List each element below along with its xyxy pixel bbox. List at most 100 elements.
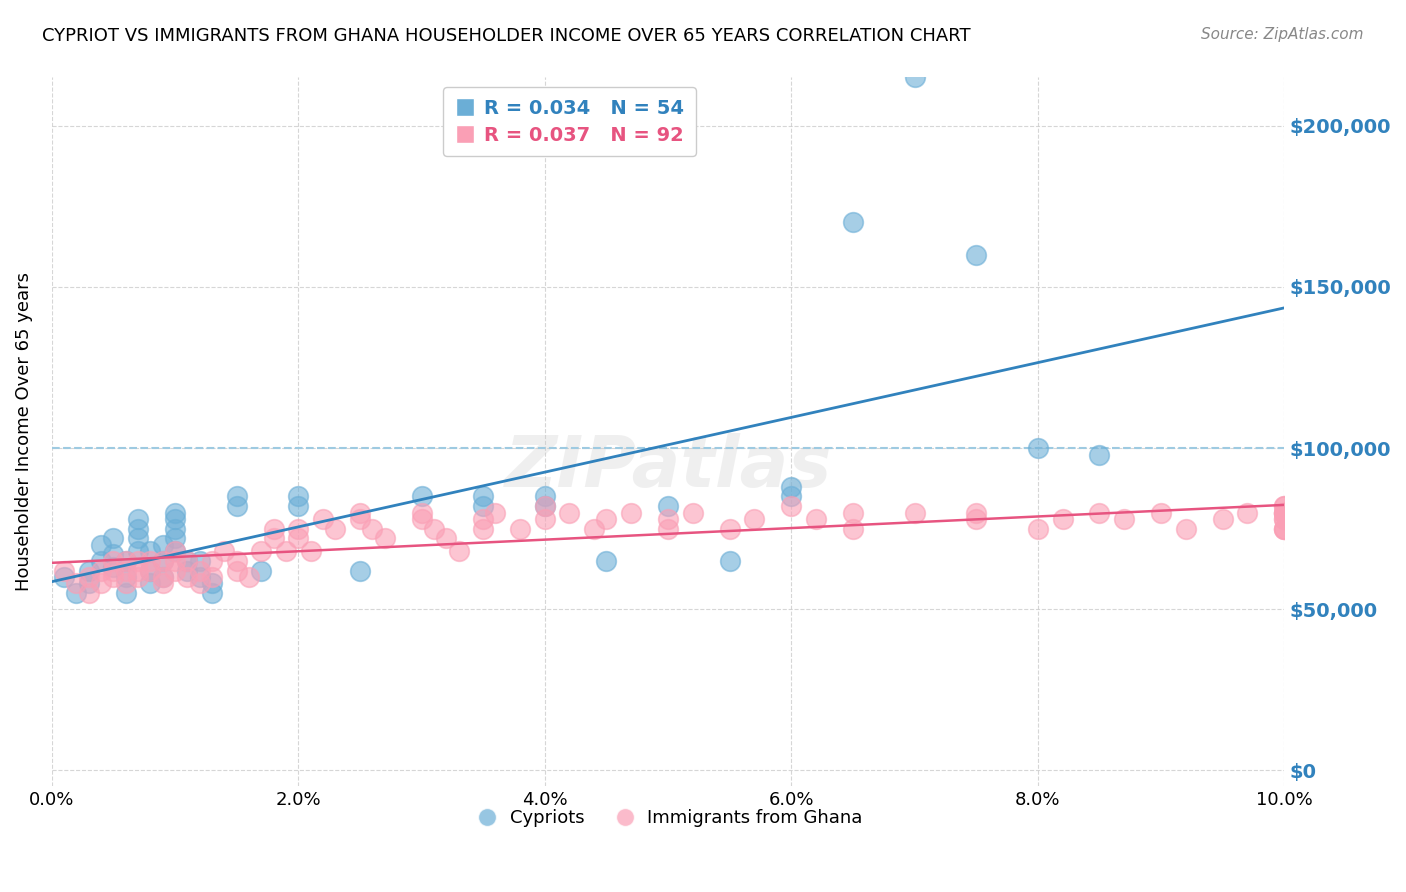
Cypriots bbox=[1088, 448, 1111, 462]
Immigrants from Ghana bbox=[90, 564, 112, 578]
Immigrants from Ghana bbox=[411, 506, 433, 520]
Cypriots bbox=[1026, 441, 1049, 455]
Immigrants from Ghana bbox=[620, 506, 643, 520]
Cypriots bbox=[718, 554, 741, 568]
Immigrants from Ghana bbox=[139, 554, 162, 568]
Text: ZIPatlas: ZIPatlas bbox=[505, 433, 832, 502]
Cypriots bbox=[349, 564, 371, 578]
Y-axis label: Householder Income Over 65 years: Householder Income Over 65 years bbox=[15, 272, 32, 591]
Cypriots bbox=[152, 570, 174, 584]
Cypriots bbox=[103, 548, 125, 562]
Cypriots bbox=[163, 531, 186, 545]
Cypriots bbox=[163, 522, 186, 536]
Cypriots bbox=[139, 564, 162, 578]
Cypriots bbox=[163, 506, 186, 520]
Immigrants from Ghana bbox=[1088, 506, 1111, 520]
Immigrants from Ghana bbox=[127, 570, 149, 584]
Immigrants from Ghana bbox=[77, 586, 100, 600]
Cypriots bbox=[176, 564, 198, 578]
Immigrants from Ghana bbox=[263, 531, 285, 545]
Immigrants from Ghana bbox=[103, 570, 125, 584]
Cypriots bbox=[657, 499, 679, 513]
Immigrants from Ghana bbox=[447, 544, 470, 558]
Immigrants from Ghana bbox=[127, 554, 149, 568]
Immigrants from Ghana bbox=[103, 554, 125, 568]
Immigrants from Ghana bbox=[361, 522, 384, 536]
Cypriots bbox=[472, 490, 495, 504]
Immigrants from Ghana bbox=[349, 506, 371, 520]
Immigrants from Ghana bbox=[1150, 506, 1173, 520]
Immigrants from Ghana bbox=[152, 570, 174, 584]
Immigrants from Ghana bbox=[1274, 512, 1296, 526]
Immigrants from Ghana bbox=[1274, 506, 1296, 520]
Immigrants from Ghana bbox=[176, 554, 198, 568]
Immigrants from Ghana bbox=[842, 522, 865, 536]
Cypriots bbox=[103, 560, 125, 574]
Immigrants from Ghana bbox=[287, 531, 309, 545]
Immigrants from Ghana bbox=[965, 512, 987, 526]
Immigrants from Ghana bbox=[1274, 506, 1296, 520]
Cypriots bbox=[411, 490, 433, 504]
Cypriots bbox=[53, 570, 76, 584]
Immigrants from Ghana bbox=[780, 499, 803, 513]
Cypriots bbox=[152, 554, 174, 568]
Immigrants from Ghana bbox=[250, 544, 273, 558]
Immigrants from Ghana bbox=[718, 522, 741, 536]
Immigrants from Ghana bbox=[323, 522, 346, 536]
Immigrants from Ghana bbox=[225, 564, 247, 578]
Immigrants from Ghana bbox=[299, 544, 322, 558]
Cypriots bbox=[114, 586, 136, 600]
Immigrants from Ghana bbox=[127, 564, 149, 578]
Cypriots bbox=[201, 586, 224, 600]
Immigrants from Ghana bbox=[903, 506, 925, 520]
Cypriots bbox=[842, 215, 865, 229]
Immigrants from Ghana bbox=[842, 506, 865, 520]
Cypriots bbox=[127, 531, 149, 545]
Immigrants from Ghana bbox=[163, 544, 186, 558]
Cypriots bbox=[163, 512, 186, 526]
Cypriots bbox=[65, 586, 87, 600]
Immigrants from Ghana bbox=[509, 522, 531, 536]
Immigrants from Ghana bbox=[176, 570, 198, 584]
Cypriots bbox=[780, 480, 803, 494]
Cypriots bbox=[163, 544, 186, 558]
Immigrants from Ghana bbox=[1274, 522, 1296, 536]
Immigrants from Ghana bbox=[1274, 499, 1296, 513]
Immigrants from Ghana bbox=[312, 512, 335, 526]
Immigrants from Ghana bbox=[1274, 506, 1296, 520]
Cypriots bbox=[114, 570, 136, 584]
Immigrants from Ghana bbox=[484, 506, 506, 520]
Cypriots bbox=[139, 576, 162, 591]
Immigrants from Ghana bbox=[595, 512, 617, 526]
Immigrants from Ghana bbox=[114, 564, 136, 578]
Immigrants from Ghana bbox=[188, 576, 211, 591]
Immigrants from Ghana bbox=[238, 570, 260, 584]
Immigrants from Ghana bbox=[214, 544, 236, 558]
Cypriots bbox=[127, 522, 149, 536]
Cypriots bbox=[77, 564, 100, 578]
Immigrants from Ghana bbox=[1052, 512, 1074, 526]
Immigrants from Ghana bbox=[558, 506, 581, 520]
Immigrants from Ghana bbox=[1174, 522, 1197, 536]
Immigrants from Ghana bbox=[201, 570, 224, 584]
Cypriots bbox=[77, 576, 100, 591]
Text: CYPRIOT VS IMMIGRANTS FROM GHANA HOUSEHOLDER INCOME OVER 65 YEARS CORRELATION CH: CYPRIOT VS IMMIGRANTS FROM GHANA HOUSEHO… bbox=[42, 27, 970, 45]
Immigrants from Ghana bbox=[274, 544, 297, 558]
Immigrants from Ghana bbox=[152, 576, 174, 591]
Cypriots bbox=[90, 554, 112, 568]
Immigrants from Ghana bbox=[1274, 506, 1296, 520]
Cypriots bbox=[103, 531, 125, 545]
Immigrants from Ghana bbox=[65, 576, 87, 591]
Cypriots bbox=[903, 70, 925, 85]
Immigrants from Ghana bbox=[77, 570, 100, 584]
Cypriots bbox=[287, 490, 309, 504]
Cypriots bbox=[114, 554, 136, 568]
Immigrants from Ghana bbox=[152, 554, 174, 568]
Cypriots bbox=[965, 248, 987, 262]
Immigrants from Ghana bbox=[287, 522, 309, 536]
Immigrants from Ghana bbox=[263, 522, 285, 536]
Immigrants from Ghana bbox=[682, 506, 704, 520]
Text: Source: ZipAtlas.com: Source: ZipAtlas.com bbox=[1201, 27, 1364, 42]
Cypriots bbox=[176, 554, 198, 568]
Immigrants from Ghana bbox=[103, 564, 125, 578]
